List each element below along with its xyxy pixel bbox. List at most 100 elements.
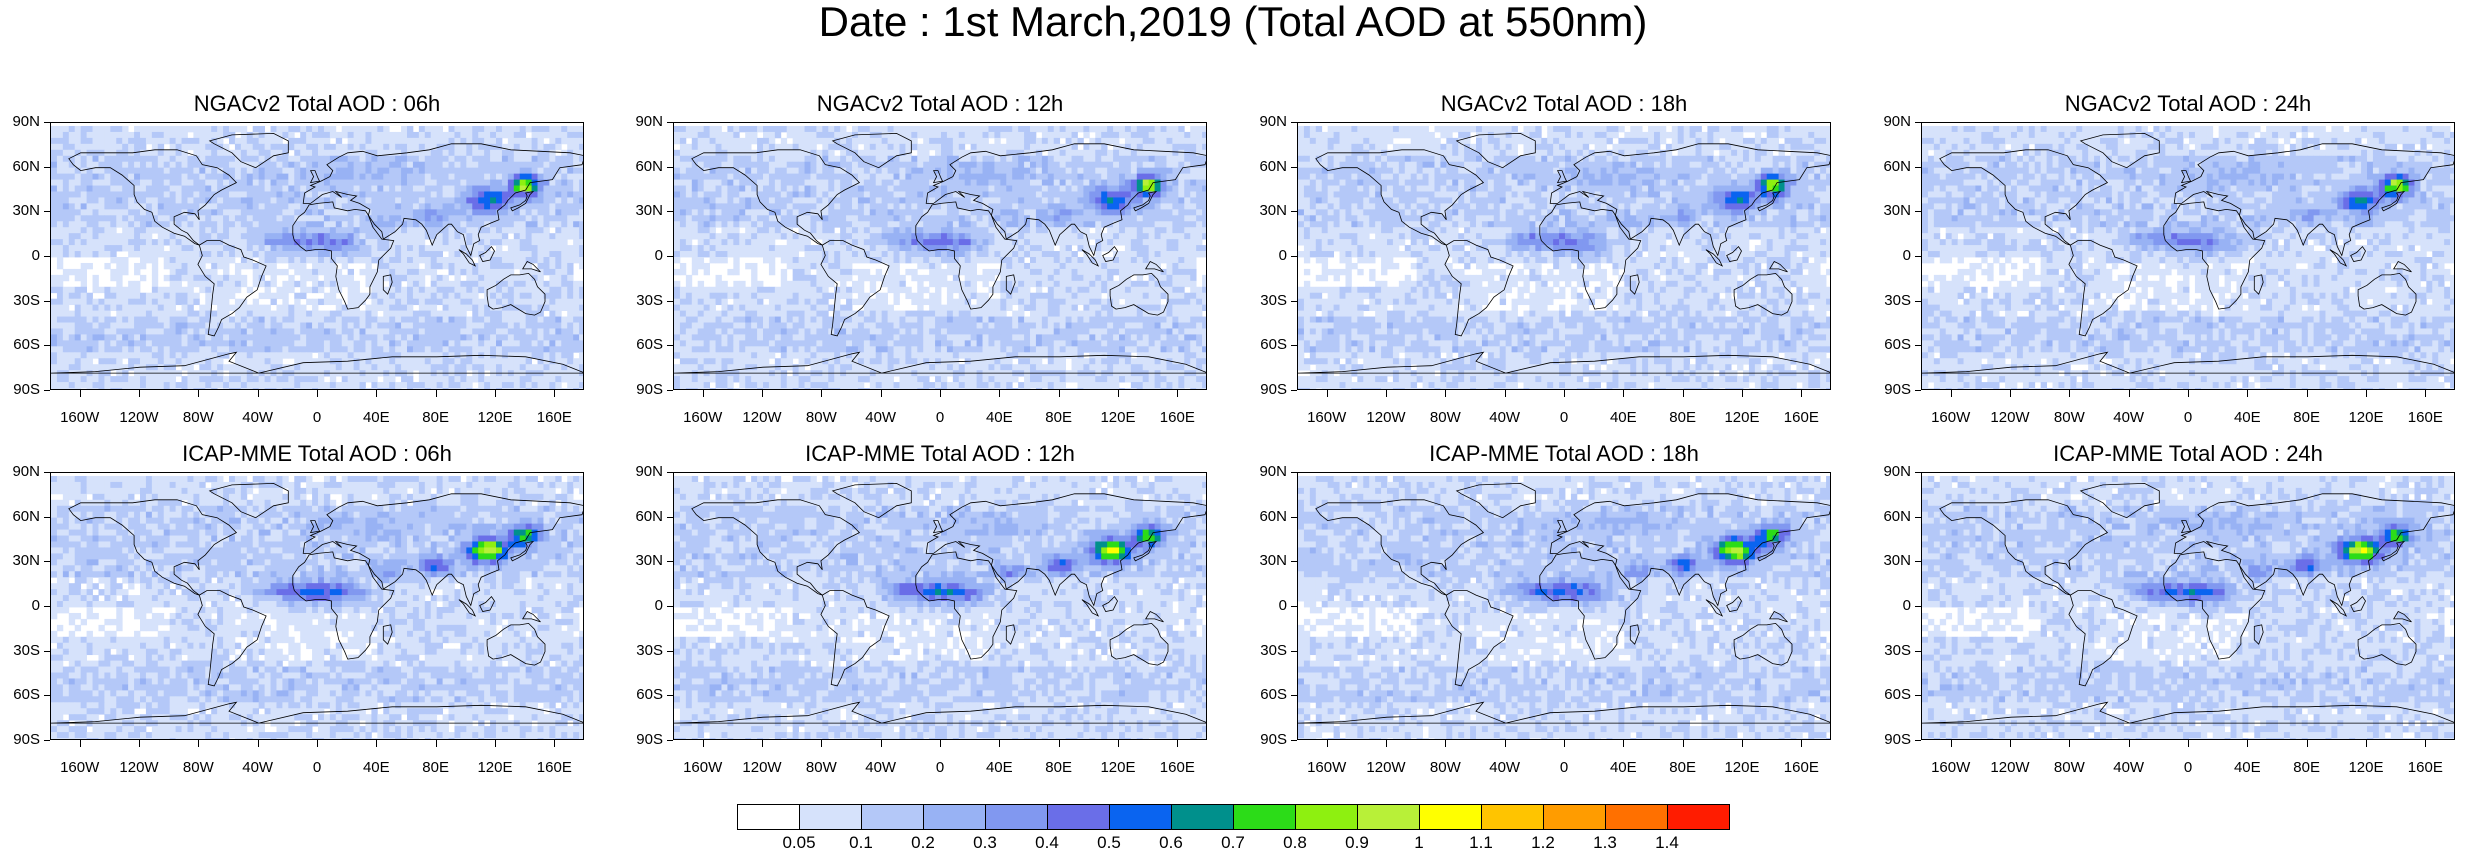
lat-tick	[44, 211, 50, 213]
lon-tick-label: 160E	[2400, 410, 2450, 426]
lon-tick	[2425, 740, 2427, 747]
coastline	[820, 590, 890, 687]
lon-tick	[198, 740, 200, 747]
lat-tick	[1291, 516, 1297, 518]
lon-tick-label: 40E	[351, 760, 401, 776]
lat-tick	[1291, 606, 1297, 607]
lon-tick-label: 80W	[1420, 410, 1470, 426]
lon-tick-label: 40W	[856, 410, 906, 426]
lon-tick	[1326, 390, 1328, 397]
coastline	[486, 272, 546, 316]
coastline	[2079, 132, 2160, 169]
lat-tick	[44, 650, 50, 652]
lon-tick-label: 120E	[1717, 410, 1767, 426]
lon-tick-label: 160E	[529, 760, 579, 776]
lon-tick-label: 120W	[1361, 760, 1411, 776]
lon-tick	[940, 390, 941, 397]
map-panel: NGACv2 Total AOD : 18h 90N 60N 30N 0 30S 60S 90…	[1259, 92, 1831, 426]
coastline	[1549, 143, 1830, 257]
lat-tick-label: 90S	[1871, 732, 1911, 748]
coastline	[1556, 520, 1568, 534]
map-panel: ICAP-MME Total AOD : 12h 90N 60N 30N 0 30S 60S…	[635, 442, 1207, 776]
lon-tick	[762, 390, 763, 397]
lon-tick	[317, 740, 318, 747]
colorbar-swatch	[1605, 804, 1668, 830]
coastline	[1733, 622, 1793, 666]
lon-tick	[2128, 740, 2130, 747]
lon-tick	[2069, 740, 2071, 747]
lon-tick-label: 0	[1539, 410, 1589, 426]
lon-tick-label: 120W	[737, 760, 787, 776]
lon-tick-label: 0	[292, 760, 342, 776]
lat-tick-label: 60N	[0, 508, 40, 525]
lat-tick	[1915, 561, 1921, 563]
coastline	[1629, 624, 1640, 645]
lon-tick	[2366, 740, 2367, 747]
lat-tick-label: 90S	[623, 732, 663, 748]
lon-tick-label: 40E	[351, 410, 401, 426]
lon-tick-label: 120E	[470, 760, 520, 776]
lat-tick	[1915, 256, 1921, 257]
lon-tick	[495, 390, 496, 397]
coastline	[208, 132, 289, 169]
lat-tick	[667, 166, 673, 168]
lon-tick	[1682, 390, 1684, 397]
coastline	[302, 493, 583, 607]
lon-tick	[2188, 740, 2189, 747]
aod-field	[1298, 475, 1830, 739]
aod-map	[1297, 122, 1831, 390]
coastline	[2381, 540, 2406, 562]
lon-tick-label: 80W	[2044, 760, 2094, 776]
lat-tick-label: 30N	[623, 553, 663, 569]
aod-field	[51, 125, 583, 389]
lon-tick-label: 160W	[55, 760, 105, 776]
lon-tick	[2010, 390, 2011, 397]
lon-tick	[1058, 390, 1060, 397]
lon-tick	[702, 390, 704, 397]
coastline	[510, 540, 535, 562]
lon-tick	[1682, 740, 1684, 747]
coastline	[2068, 590, 2138, 687]
coastline	[820, 240, 890, 337]
lon-tick	[1504, 740, 1506, 747]
coastline	[1939, 149, 2109, 246]
coastline	[2253, 624, 2264, 645]
coastline	[1144, 610, 1164, 623]
coastline	[1922, 701, 2454, 724]
lon-tick	[2010, 740, 2011, 747]
panel-title: ICAP-MME Total AOD : 06h	[50, 442, 584, 466]
lat-tick	[1915, 516, 1921, 518]
lon-tick	[1623, 740, 1625, 747]
lat-tick	[667, 695, 673, 697]
lat-tick-label: 90N	[0, 464, 40, 480]
lat-tick	[1291, 211, 1297, 213]
lon-tick-label: 0	[292, 410, 342, 426]
panel-title: NGACv2 Total AOD : 06h	[50, 92, 584, 116]
coastline	[197, 240, 267, 337]
coastline	[2079, 482, 2160, 519]
coastline	[1133, 190, 1158, 212]
lat-tick-label: 30S	[623, 642, 663, 659]
lat-tick-label: 90N	[1247, 114, 1287, 130]
coastline	[1144, 260, 1164, 273]
lat-tick	[667, 472, 673, 473]
coastline	[925, 493, 1206, 607]
lon-tick	[1950, 390, 1952, 397]
lon-tick	[79, 740, 81, 747]
lat-tick-label: 30S	[0, 642, 40, 659]
lat-tick	[44, 122, 50, 123]
lon-tick	[495, 740, 496, 747]
coastline	[2357, 622, 2417, 666]
lon-tick	[1386, 740, 1387, 747]
lat-tick-label: 30N	[0, 553, 40, 569]
colorbar-label: 0.7	[1213, 833, 1253, 853]
lon-tick-label: 120E	[1717, 760, 1767, 776]
lon-tick	[2425, 390, 2427, 397]
lon-tick-label: 80W	[2044, 410, 2094, 426]
colorbar-swatch	[1233, 804, 1296, 830]
lon-tick-label: 40W	[856, 760, 906, 776]
lon-tick	[2306, 740, 2308, 747]
coastline	[1005, 274, 1016, 295]
colorbar-swatch	[737, 804, 800, 830]
lon-tick	[1058, 740, 1060, 747]
